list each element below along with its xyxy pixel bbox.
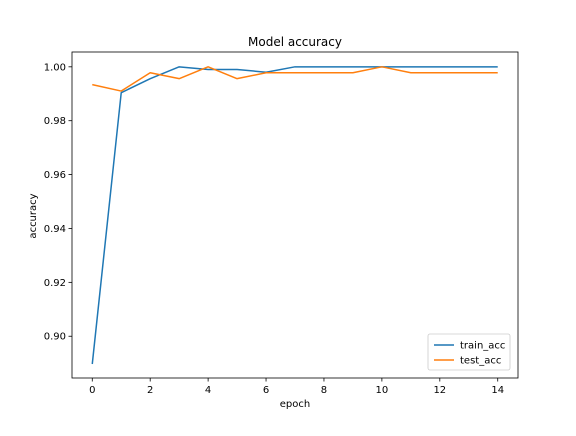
y-axis-label: accuracy	[28, 193, 39, 238]
series-line-test-acc	[92, 66, 498, 92]
plot-area	[71, 51, 519, 379]
x-tick-label: 6	[263, 385, 269, 396]
axis-ticks: 0 2 4 6 8 10 12 14 0.90 0.92 0.94 0.96 0.98 1.00	[44, 62, 504, 396]
x-axis-label: epoch	[280, 399, 310, 410]
y-tick-label: 1.00	[44, 62, 66, 73]
chart-title: Model accuracy	[248, 35, 342, 49]
x-tick-label: 12	[433, 385, 446, 396]
x-tick-label: 10	[376, 385, 389, 396]
x-tick-label: 4	[205, 385, 211, 396]
series-line-train-acc	[91, 66, 498, 365]
y-tick-label: 0.92	[44, 278, 66, 289]
legend-label: train_acc	[460, 341, 505, 352]
legend-box	[427, 333, 511, 371]
y-tick-label: 0.96	[44, 170, 66, 181]
legend-label: test_acc	[460, 356, 501, 367]
series-lines	[91, 66, 498, 365]
x-tick-label: 0	[89, 385, 95, 396]
y-tick-label: 0.94	[44, 224, 66, 235]
y-tick-label: 0.90	[44, 332, 66, 343]
y-tick-label: 0.98	[44, 116, 66, 127]
x-tick-label: 14	[491, 385, 504, 396]
x-tick-label: 2	[147, 385, 153, 396]
x-tick-label: 8	[321, 385, 327, 396]
legend: train_acc test_acc	[427, 333, 511, 371]
